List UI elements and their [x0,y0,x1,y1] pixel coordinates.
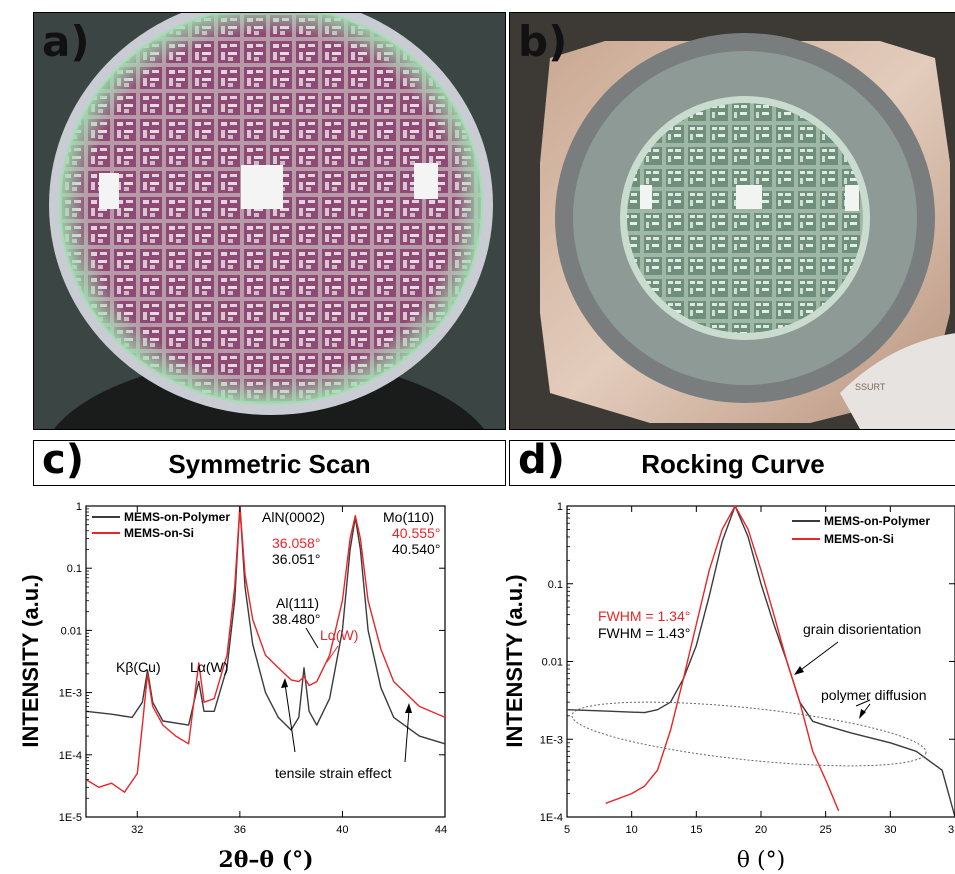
arrow-strain-left [284,683,296,753]
arrow-grain [797,641,839,673]
y-tick-label: 1 [76,501,82,513]
annotation-al-label: Al(111) [276,595,319,611]
wafer-illustration-a [34,13,505,429]
x-tick-label: 36 [234,824,246,836]
photo-wafer-on-polymer: SSURT b) [509,12,955,430]
panel-d-title-box: d) Rocking Curve [509,437,955,486]
legend: MEMS-on-Polymer MEMS-on-Si [792,514,930,546]
x-tick-label: 10 [626,824,638,836]
x-tick-label: 15 [690,824,702,836]
y-tick-label: 0.01 [61,625,82,637]
y-axis-label: INTENSITY (a.u.) [18,574,43,747]
arrow-law-si [326,645,339,663]
annotation-al-value: 38.480° [272,611,320,627]
x-tick-label: 30 [884,824,896,836]
x-tick-label: 32 [131,824,143,836]
polymer-diffusion-ellipse [571,701,927,767]
y-tick-label: 1E-4 [540,812,563,824]
x-tick-label: 5 [564,824,570,836]
photo-wafer-on-silicon: a) [33,12,506,430]
x-tick-label: 25 [820,824,832,836]
panel-label-d: d) [518,437,565,483]
annotation-mo-si: 40.555° [392,525,440,541]
annotation-kbeta-cu: Kβ(Cu) [116,659,161,675]
annotation-aln-si: 36.058° [272,535,320,551]
y-tick-label: 0.1 [548,579,563,591]
y-tick-label: 1E-3 [59,688,82,700]
annotation-mo-label: Mo(110) [383,509,434,525]
annotation-law-si: Lα(W) [320,627,358,643]
panel-c-title-box: c) Symmetric Scan [33,437,506,486]
x-tick-label: 20 [755,824,767,836]
x-axis-label: 2θ–θ (°) [218,847,313,873]
panel-d-title: Rocking Curve [641,449,825,479]
x-tick-label: 3 [948,824,954,836]
series-line-mems-on-polymer [566,505,955,818]
arrowhead-strain-left [281,678,288,688]
annotation-fwhm-si: FWHM = 1.34° [598,608,690,624]
y-tick-label: 0.01 [542,657,563,669]
panel-label-b: b) [518,17,568,66]
y-tick-label: 1E-5 [59,812,82,824]
ring-etched-text: SSURT [855,382,886,392]
annotation-aln-polymer: 36.051° [272,551,320,567]
legend-label-si: MEMS-on-Si [124,526,194,540]
annotation-polymer-diffusion: polymer diffusion [821,687,927,703]
legend-label-polymer: MEMS-on-Polymer [824,514,930,528]
y-axis-label: INTENSITY (a.u.) [502,574,527,747]
panel-label-a: a) [42,17,90,66]
x-axis-label: θ (°) [737,848,785,873]
y-tick-label: 1E-3 [540,734,563,746]
arrowhead-diffusion [859,709,866,719]
plot-frame [566,505,955,818]
annotation-law-polymer: Lα(W) [190,659,228,675]
x-tick-label: 44 [435,824,447,836]
series-line-mems-on-si [605,505,840,812]
y-tick-label: 1 [557,501,563,513]
arrowhead-strain-right [405,703,412,713]
annotation-grain-disorientation: grain disorientation [803,621,921,637]
legend-label-si: MEMS-on-Si [824,532,894,546]
y-tick-label: 1E-4 [59,750,82,762]
arrow-al111 [305,627,319,649]
arrow-diffusion [855,699,871,707]
series-line-mems-on-polymer [85,505,446,745]
annotation-tensile-strain: tensile strain effect [275,765,392,781]
panel-c-title: Symmetric Scan [168,449,371,479]
x-tick-label: 40 [336,824,348,836]
annotation-fwhm-polymer: FWHM = 1.43° [598,625,690,641]
arrow-strain-right [404,709,410,763]
annotation-aln-label: AlN(0002) [262,509,325,525]
series-line-mems-on-si [85,505,446,793]
legend-label-polymer: MEMS-on-Polymer [124,510,230,524]
wafer-illustration-b: SSURT [510,13,955,429]
chart-rocking-curve: 5 10 15 20 25 30 3 1E-4 1E-3 0.01 0.1 1 MEMS-on-Pol… [502,501,955,873]
legend: MEMS-on-Polymer MEMS-on-Si [92,510,230,540]
panel-label-c: c) [42,437,84,483]
annotation-mo-polymer: 40.540° [392,541,440,557]
arrowhead-grain [794,666,804,675]
chart-symmetric-scan: 32 36 40 44 1E-5 1E-4 1E-3 0.01 0.1 1 MEMS-on-Pol… [18,501,447,873]
y-tick-label: 0.1 [67,563,82,575]
